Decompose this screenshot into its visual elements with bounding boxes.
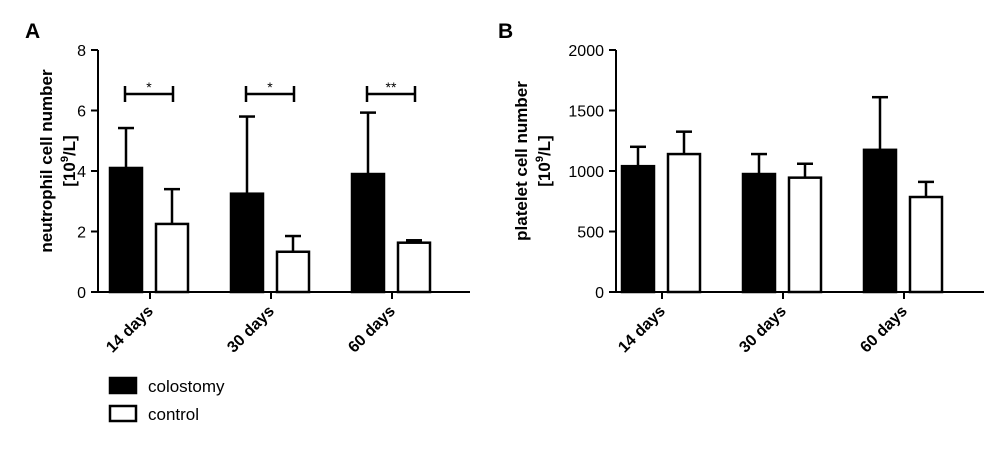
bar-colostomy: [862, 148, 898, 294]
bar-colostomy: [350, 172, 386, 294]
x-tick-label: 14 days: [103, 303, 157, 357]
bar-control: [275, 250, 311, 294]
y-axis-unit-label: [109/L]: [59, 135, 79, 186]
significance-label: *: [267, 79, 273, 95]
y-axis-unit-label: [109/L]: [534, 135, 554, 186]
y-tick-label: 0: [77, 285, 86, 302]
y-axis-label: platelet cell number: [512, 81, 531, 241]
bar-control: [908, 195, 944, 294]
panel-letter: A: [25, 20, 40, 43]
legend-label: colostomy: [148, 377, 225, 396]
legend-swatch: [108, 376, 138, 395]
significance-label: *: [146, 79, 152, 95]
y-tick-label: 6: [77, 104, 86, 121]
legend: colostomy control: [108, 376, 225, 424]
bar-control: [787, 176, 823, 294]
y-tick-label: 500: [577, 225, 604, 242]
y-tick-label: 1500: [568, 104, 604, 121]
y-tick-label: 0: [595, 285, 604, 302]
panel-b: B 0 500 1000 1500 2000 platelet cell number [10…: [498, 20, 984, 356]
panel-a: A 0 2 4 6 8 neutrophil cell number [109/L] 14 da…: [25, 20, 470, 356]
x-tick-label: 30 days: [224, 303, 278, 357]
bar-colostomy: [108, 166, 144, 294]
significance-label: **: [386, 79, 397, 95]
y-tick-label: 8: [77, 43, 86, 60]
y-tick-label: 1000: [568, 164, 604, 181]
bar-control: [154, 222, 190, 294]
legend-label: control: [148, 405, 199, 424]
bar-colostomy: [229, 192, 265, 294]
bar-colostomy: [741, 172, 777, 294]
x-tick-label: 60 days: [857, 303, 911, 357]
bar-control: [666, 152, 702, 294]
x-tick-label: 30 days: [736, 303, 790, 357]
y-tick-label: 4: [77, 164, 86, 181]
panel-letter: B: [498, 20, 513, 43]
x-tick-label: 14 days: [615, 303, 669, 357]
x-tick-label: 60 days: [345, 303, 399, 357]
y-tick-label: 2000: [568, 43, 604, 60]
bar-colostomy: [620, 164, 656, 294]
legend-swatch: [108, 404, 138, 423]
y-tick-label: 2: [77, 225, 86, 242]
y-axis-label: neutrophil cell number: [37, 69, 56, 253]
bar-control: [396, 241, 432, 294]
